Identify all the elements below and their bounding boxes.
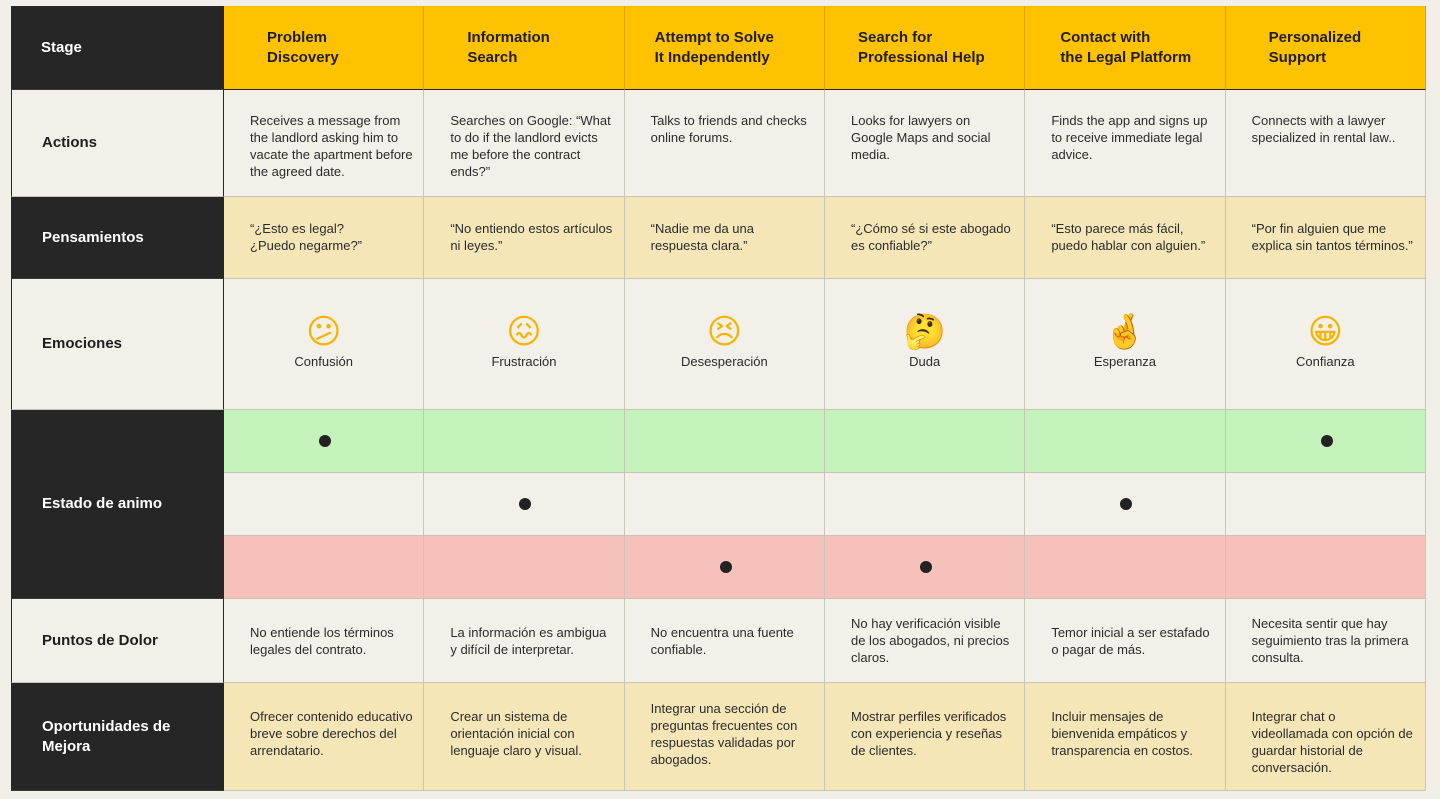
thought-cell-1: “¿Esto es legal? ¿Puedo negarme?”	[224, 197, 425, 279]
thought-cell-4: “¿Cómo sé si este abogado es confiable?”	[824, 197, 1026, 279]
pain-cell-2: La información es ambigua y difícil de i…	[424, 599, 625, 683]
stage-title: Information Search	[467, 28, 550, 66]
row-label-text: Stage	[41, 39, 82, 56]
row-label-text: Oportunidades de Mejora	[42, 717, 171, 755]
mood-dot-2	[519, 498, 532, 510]
mood-dot-1	[319, 435, 331, 447]
stage-title: Problem Discovery	[267, 28, 339, 66]
action-cell-2: Searches on Google: “What to do if the l…	[424, 90, 625, 197]
mood-cell-medium-3	[624, 473, 825, 536]
emotion-cell-3: 😣 Desesperación	[624, 279, 825, 410]
row-label-text: Estado de animo	[42, 495, 163, 512]
row-label-thoughts: Pensamientos	[11, 197, 224, 279]
mood-cell-low-3	[624, 536, 825, 599]
pain-cell-4: No hay verificación visible de los aboga…	[824, 599, 1026, 683]
thought-cell-3: “Nadie me da una respuesta clara.”	[624, 197, 825, 279]
mood-cell-medium-2	[424, 473, 625, 536]
mood-cell-medium-6	[1225, 473, 1426, 536]
pain-cell-1: No entiende los términos legales del con…	[224, 599, 425, 683]
journey-map: Stage Problem Discovery Information Sear…	[11, 6, 1426, 791]
row-label-emotions: Emociones	[11, 279, 224, 410]
opportunity-cell-5: Incluir mensajes de bienvenida empáticos…	[1025, 683, 1226, 791]
action-cell-1: Receives a message from the landlord ask…	[224, 90, 425, 197]
stage-header-4: Search for Professional Help	[824, 6, 1026, 90]
row-label-text: Puntos de Dolor	[42, 631, 158, 649]
row-label-text: Pensamientos	[42, 228, 144, 246]
crossed-fingers-icon: 🤞	[1103, 312, 1147, 352]
row-label-stage: Stage	[11, 6, 224, 90]
mood-cell-medium-5	[1025, 473, 1226, 536]
emotion-label: Esperanza	[1093, 354, 1157, 369]
emotion-label: Confianza	[1296, 354, 1355, 369]
mood-dot-4	[919, 561, 932, 573]
action-cell-6: Connects with a lawyer specialized in re…	[1225, 90, 1426, 197]
emotion-cell-4: 🤔 Duda	[824, 279, 1026, 410]
pain-text: La información es ambigua y difícil de i…	[450, 624, 607, 657]
pain-text: No entiende los términos legales del con…	[250, 624, 394, 657]
emotion-cell-1: 😕 Confusión	[224, 279, 425, 410]
row-label-opportunities: Oportunidades de Mejora	[11, 683, 224, 791]
grinning-face-icon: 😀	[1307, 312, 1344, 352]
stage-title: Search for Professional Help	[857, 28, 985, 66]
emotion-cell-6: 😀 Confianza	[1225, 279, 1426, 410]
opportunity-cell-1: Ofrecer contenido educativo breve sobre …	[224, 683, 425, 791]
confounded-face-icon: 😖	[506, 312, 542, 352]
thought-cell-6: “Por fin alguien que me explica sin tant…	[1225, 197, 1426, 279]
thought-cell-2: “No entiendo estos artículos ni leyes.”	[424, 197, 625, 279]
stage-title: Contact with the Legal Platform	[1060, 28, 1192, 66]
action-cell-3: Talks to friends and checks online forum…	[624, 90, 825, 197]
mood-cell-medium-4	[824, 473, 1026, 536]
thinking-face-icon: 🤔	[903, 312, 946, 352]
pain-text: Necesita sentir que hay seguimiento tras…	[1251, 616, 1409, 665]
row-label-text: Emociones	[42, 335, 123, 352]
pain-text: No encuentra una fuente confiable.	[650, 624, 794, 657]
emotion-label: Desesperación	[680, 354, 768, 369]
mood-dot-5	[1120, 498, 1133, 510]
row-label-text: Actions	[42, 134, 98, 151]
pain-cell-5: Temor inicial a ser estafado o pagar de …	[1025, 599, 1226, 683]
opportunity-cell-6: Integrar chat o videollamada con opción …	[1225, 683, 1426, 791]
stage-title: Attempt to Solve It Independently	[654, 28, 774, 66]
row-label-mood: Estado de animo	[11, 410, 224, 599]
thought-cell-5: “Esto parece más fácil, puedo hablar con…	[1025, 197, 1226, 279]
opportunity-cell-4: Mostrar perfiles verificados con experie…	[824, 683, 1026, 791]
stage-header-5: Contact with the Legal Platform	[1025, 6, 1226, 90]
mood-cell-high-5	[1025, 410, 1226, 473]
mood-dot-6	[1320, 435, 1333, 447]
opportunity-cell-2: Crear un sistema de orientación inicial …	[424, 683, 625, 791]
opportunity-cell-3: Integrar una sección de preguntas frecue…	[624, 683, 825, 791]
mood-cell-high-6	[1225, 410, 1426, 473]
row-label-pain-points: Puntos de Dolor	[11, 599, 224, 683]
mood-cell-low-1	[224, 536, 425, 599]
stage-header-1: Problem Discovery	[224, 6, 425, 90]
row-label-actions: Actions	[11, 90, 224, 197]
mood-cell-medium-1	[224, 473, 425, 536]
action-cell-5: Finds the app and signs up to receive im…	[1025, 90, 1226, 197]
stage-header-3: Attempt to Solve It Independently	[624, 6, 825, 90]
pain-cell-6: Necesita sentir que hay seguimiento tras…	[1225, 599, 1426, 683]
mood-dot-3	[719, 561, 732, 573]
mood-cell-high-4	[824, 410, 1026, 473]
confused-face-icon: 😕	[305, 312, 342, 352]
emotion-label: Duda	[909, 354, 941, 369]
pain-cell-3: No encuentra una fuente confiable.	[624, 599, 825, 683]
mood-cell-high-2	[424, 410, 625, 473]
pain-text: No hay verificación visible de los aboga…	[850, 616, 1010, 665]
mood-cell-high-1	[224, 410, 425, 473]
action-cell-4: Looks for lawyers on Google Maps and soc…	[824, 90, 1026, 197]
mood-cell-low-4	[824, 536, 1026, 599]
pain-text: Temor inicial a ser estafado o pagar de …	[1051, 624, 1210, 657]
emotion-label: Frustración	[491, 354, 557, 369]
mood-cell-low-6	[1225, 536, 1426, 599]
persevering-face-icon: 😣	[706, 312, 743, 352]
mood-cell-low-5	[1025, 536, 1226, 599]
emotion-label: Confusión	[294, 354, 353, 369]
emotion-cell-2: 😖 Frustración	[424, 279, 625, 410]
stage-title: Personalized Support	[1268, 28, 1362, 66]
mood-cell-low-2	[424, 536, 625, 599]
emotion-cell-5: 🤞 Esperanza	[1025, 279, 1226, 410]
stage-header-2: Information Search	[424, 6, 625, 90]
stage-header-6: Personalized Support	[1225, 6, 1426, 90]
mood-cell-high-3	[624, 410, 825, 473]
